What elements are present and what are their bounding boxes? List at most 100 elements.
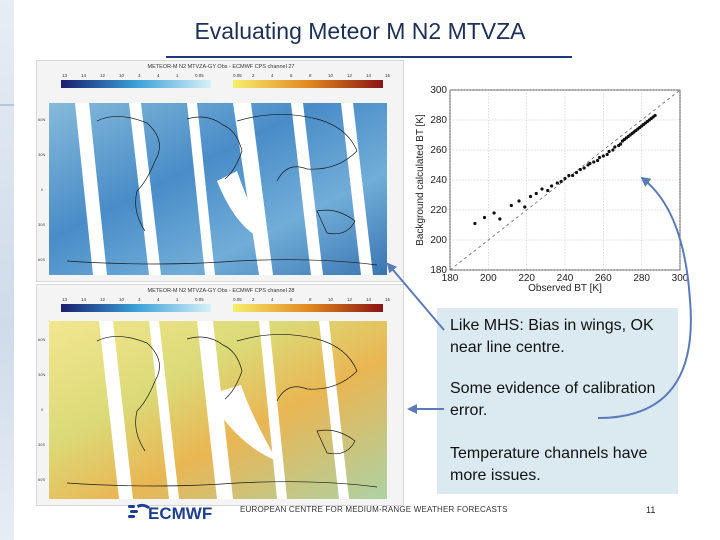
scatter-point — [540, 187, 544, 191]
map-channel-27: METEOR-M N2 MTVZA-GY Obs - ECMWF CPS cha… — [36, 60, 404, 282]
footer-org-name: EUROPEAN CENTRE FOR MEDIUM-RANGE WEATHER… — [240, 505, 508, 514]
svg-text:30N: 30N — [38, 372, 45, 377]
y-tick-label: 180 — [430, 265, 447, 276]
y-tick-label: 280 — [430, 115, 447, 126]
scatter-point — [588, 161, 592, 166]
map-channel-28-graphic: METEOR-M N2 MTVZA-GY Obs - ECMWF CPS cha… — [38, 288, 391, 499]
svg-text:0: 0 — [41, 407, 44, 412]
map-channel-28: METEOR-M N2 MTVZA-GY Obs - ECMWF CPS cha… — [36, 284, 404, 506]
scatter-point — [605, 152, 609, 157]
svg-text:10: 10 — [119, 297, 125, 302]
scatter-point — [498, 217, 502, 221]
scatter-point — [613, 145, 617, 149]
ecmwf-logo: ECMWF — [128, 503, 212, 523]
y-ticks: 180 200 220 240 260 280 300 — [430, 85, 447, 276]
svg-text:14: 14 — [366, 297, 372, 302]
x-axis-label: Observed BT [K] — [528, 283, 602, 294]
svg-text:3: 3 — [138, 73, 141, 78]
scatter-point — [534, 191, 538, 196]
svg-text:14: 14 — [81, 73, 87, 78]
x-tick-label: 300 — [672, 273, 689, 284]
info-box: Like MHS: Bias in wings, OK near line ce… — [437, 308, 678, 494]
page-number: 11 — [646, 505, 656, 515]
colorbar-positive — [233, 80, 383, 88]
y-tick-label: 300 — [430, 85, 447, 96]
scatter-point — [567, 173, 571, 178]
scatter-points — [473, 113, 657, 226]
scatter-point — [607, 149, 611, 154]
colorbar-negative — [61, 80, 211, 88]
x-tick-label: 220 — [518, 273, 535, 284]
scatter-point — [578, 167, 582, 172]
info-text-1: Like MHS: Bias in wings, OK near line ce… — [450, 317, 654, 356]
scatter-point — [517, 199, 521, 203]
svg-text:13: 13 — [62, 73, 68, 78]
svg-text:8: 8 — [309, 73, 312, 78]
scatter-point — [601, 154, 605, 158]
x-tick-label: 200 — [480, 273, 497, 284]
svg-text:4: 4 — [157, 297, 160, 302]
scatter-point — [611, 148, 615, 152]
scatter-point — [597, 155, 602, 160]
y-axis-label: Background calculated BT [K] — [415, 114, 426, 246]
svg-text:12: 12 — [100, 297, 106, 302]
svg-text:30N: 30N — [38, 152, 45, 157]
scatter-point — [482, 215, 487, 220]
scatter-point — [555, 181, 559, 185]
svg-text:16: 16 — [385, 297, 391, 302]
slide-title: Evaluating Meteor M N2 MTVZA — [194, 18, 526, 44]
svg-text:13: 13 — [62, 297, 68, 302]
svg-text:4: 4 — [271, 73, 274, 78]
colorbar-negative — [61, 304, 211, 312]
svg-text:0.05: 0.05 — [233, 73, 242, 78]
svg-text:16: 16 — [385, 73, 391, 78]
svg-text:10: 10 — [328, 73, 334, 78]
scatter-point — [546, 188, 550, 193]
svg-text:8: 8 — [309, 297, 312, 302]
scatter-point — [571, 173, 575, 178]
scatter-point — [592, 160, 596, 164]
scatter-point — [473, 221, 477, 226]
svg-text:3: 3 — [138, 297, 141, 302]
y-tick-label: 240 — [430, 175, 447, 186]
y-tick-label: 220 — [430, 205, 447, 216]
svg-text:60N: 60N — [38, 337, 45, 342]
scatter-point — [574, 170, 579, 175]
scatter-point — [523, 205, 527, 209]
colorbar-positive — [233, 304, 383, 312]
x-tick-label: 240 — [557, 273, 574, 284]
scatter-point — [563, 176, 567, 181]
logo-text: ECMWF — [148, 504, 212, 523]
svg-text:14: 14 — [81, 297, 87, 302]
svg-text:60S: 60S — [38, 257, 45, 262]
x-tick-label: 280 — [633, 273, 650, 284]
y-tick-label: 200 — [430, 235, 447, 246]
svg-text:0.05: 0.05 — [195, 297, 204, 302]
scatter-point — [559, 179, 563, 184]
svg-text:0: 0 — [41, 187, 44, 192]
svg-text:0.05: 0.05 — [195, 73, 204, 78]
scatter-plot: 180 200 220 240 260 280 300 180 200 220 240 260 280… — [415, 85, 689, 294]
svg-text:4: 4 — [157, 73, 160, 78]
y-tick-label: 260 — [430, 145, 447, 156]
info-text-2: Some evidence of calibration error. — [450, 380, 656, 419]
scatter-point — [653, 113, 657, 118]
x-tick-label: 180 — [442, 273, 459, 284]
svg-text:12: 12 — [100, 73, 106, 78]
svg-text:30S: 30S — [38, 442, 45, 447]
svg-text:2: 2 — [252, 297, 255, 302]
svg-text:60S: 60S — [38, 477, 45, 482]
info-text-3: Temperature channels have more issues. — [450, 445, 648, 484]
svg-text:5: 5 — [290, 73, 293, 78]
map-top-title: METEOR-M N2 MTVZA-GY Obs - ECMWF CPS cha… — [148, 64, 295, 70]
scatter-point — [618, 142, 623, 146]
map-bottom-title: METEOR-M N2 MTVZA-GY Obs - ECMWF CPS cha… — [148, 288, 295, 294]
svg-text:0.05: 0.05 — [233, 297, 242, 302]
svg-text:2: 2 — [252, 73, 255, 78]
scatter-point — [549, 184, 554, 188]
scatter-point — [595, 158, 600, 163]
scatter-point — [509, 203, 513, 208]
svg-text:10: 10 — [119, 73, 125, 78]
svg-text:12: 12 — [347, 297, 353, 302]
side-strip — [0, 0, 14, 540]
